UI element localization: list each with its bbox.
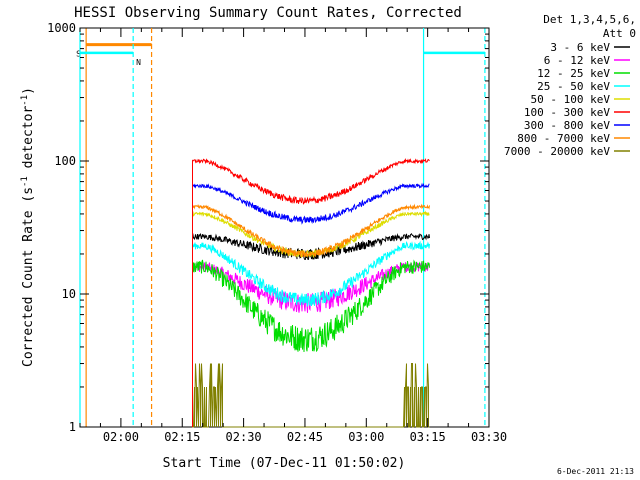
- x-axis-label: Start Time (07-Dec-11 01:50:02): [163, 456, 406, 471]
- series-line: [192, 363, 430, 428]
- series-layer: [192, 157, 430, 428]
- y-tick-label: 1: [69, 420, 76, 434]
- night-label: N: [136, 58, 141, 67]
- series-line: [192, 203, 430, 427]
- y-tick-label: 10: [62, 287, 76, 301]
- series-line: [192, 259, 430, 427]
- legend-item-label: 7000 - 20000 keV: [504, 145, 610, 158]
- footer-date: 6-Dec-2011 21:13: [557, 467, 634, 476]
- legend-item-label: 50 - 100 keV: [531, 93, 611, 106]
- y-axis-label-mid: detector: [21, 106, 36, 177]
- x-tick-label: 03:30: [471, 430, 507, 444]
- series-line: [192, 232, 430, 427]
- x-axis: 02:00 02:15 02:30 02:45 03:00 03:15 03:30: [79, 28, 507, 444]
- series-line: [192, 182, 430, 427]
- legend-item-label: 6 - 12 keV: [544, 54, 611, 67]
- y-tick-label: 100: [54, 154, 76, 168]
- series-line: [192, 261, 430, 427]
- chart-title: HESSI Observing Summary Count Rates, Cor…: [74, 5, 462, 21]
- series-line: [192, 157, 430, 427]
- y-axis: 1 10 100 1000: [47, 21, 489, 434]
- saa-label: S: [76, 50, 81, 59]
- x-tick-label: 03:00: [348, 430, 384, 444]
- events-layer: SN: [76, 28, 486, 427]
- x-tick-label: 02:30: [226, 430, 262, 444]
- x-tick-label: 02:15: [164, 430, 200, 444]
- series-line: [192, 240, 430, 427]
- legend-item-label: 300 - 800 keV: [524, 119, 610, 132]
- y-axis-label: Corrected Count Rate (s-1 detector-1): [20, 87, 36, 367]
- legend-item-label: 800 - 7000 keV: [517, 132, 610, 145]
- x-tick-label: 02:00: [103, 430, 139, 444]
- legend-item-label: 25 - 50 keV: [537, 80, 610, 93]
- y-axis-label-sup1: -1: [20, 176, 30, 187]
- legend-header-2: Att 0: [603, 27, 636, 40]
- legend-item-label: 100 - 300 keV: [524, 106, 610, 119]
- x-tick-label: 02:45: [287, 430, 323, 444]
- y-tick-label: 1000: [47, 21, 76, 35]
- y-axis-label-main: Corrected Count Rate (s: [21, 187, 36, 367]
- y-axis-label-end: ): [21, 87, 36, 95]
- legend-header-1: Det 1,3,4,5,6,: [543, 13, 636, 26]
- x-tick-label: 03:15: [410, 430, 446, 444]
- legend-item-label: 3 - 6 keV: [550, 41, 610, 54]
- legend-item-label: 12 - 25 keV: [537, 67, 610, 80]
- series-line: [192, 210, 430, 427]
- y-axis-label-sup2: -1: [20, 95, 30, 106]
